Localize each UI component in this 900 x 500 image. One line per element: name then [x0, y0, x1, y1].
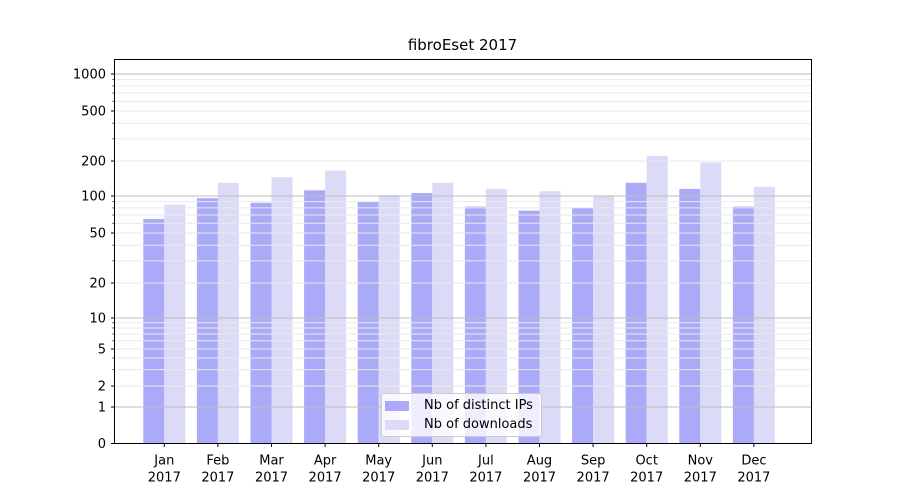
x-tick-label-month: Jul: [477, 454, 494, 469]
x-tick-label-year: 2017: [523, 471, 556, 486]
x-tick-label-month: Jun: [421, 454, 442, 469]
y-tick-label: 0: [98, 437, 106, 452]
legend-swatch-downloads: [385, 419, 409, 430]
bar-distinct-ips-nov: [679, 188, 701, 444]
y-tick-label: 2: [98, 380, 106, 395]
bar-downloads-dec: [753, 186, 775, 444]
y-tick-label: 500: [81, 105, 106, 120]
x-tick-label-year: 2017: [577, 471, 610, 486]
bar-distinct-ips-sep: [572, 207, 594, 444]
y-tick-label: 200: [81, 155, 106, 170]
x-tick-label-month: Sep: [581, 454, 606, 469]
y-tick-label: 50: [89, 227, 106, 242]
bar-distinct-ips-aug: [518, 210, 540, 444]
bar-downloads-nov: [700, 162, 722, 444]
legend-label-downloads: Nb of downloads: [424, 417, 533, 432]
y-tick-label: 1: [98, 401, 106, 416]
x-tick-label-year: 2017: [469, 471, 502, 486]
bar-downloads-oct: [646, 155, 668, 444]
x-tick-label-year: 2017: [255, 471, 288, 486]
x-tick-label-year: 2017: [737, 471, 770, 486]
bar-distinct-ips-jul: [464, 206, 486, 444]
x-tick-label-year: 2017: [630, 471, 663, 486]
bar-downloads-feb: [217, 182, 239, 444]
bar-downloads-aug: [539, 191, 561, 444]
x-tick-label-month: Jan: [153, 454, 174, 469]
bar-downloads-mar: [271, 177, 293, 444]
bar-downloads-jan: [164, 204, 186, 444]
y-tick-label: 10: [89, 312, 106, 327]
x-tick-label-month: Dec: [741, 454, 766, 469]
x-tick-label-month: Mar: [259, 454, 284, 469]
bar-distinct-ips-feb: [196, 198, 218, 444]
x-tick-label-month: May: [365, 454, 392, 469]
chart-title: fibroEset 2017: [407, 36, 518, 54]
legend: Nb of distinct IPs Nb of downloads: [381, 393, 542, 437]
x-tick-label-year: 2017: [148, 471, 181, 486]
legend-label-distinct-ips: Nb of distinct IPs: [424, 398, 533, 413]
y-tick-label: 5: [98, 343, 106, 358]
bar-distinct-ips-apr: [304, 190, 326, 444]
legend-swatch-distinct-ips: [385, 400, 409, 411]
x-tick-label-month: Aug: [527, 454, 552, 469]
x-tick-label-year: 2017: [416, 471, 449, 486]
legend-item-distinct-ips: Nb of distinct IPs: [385, 398, 541, 413]
x-tick-label-month: Nov: [688, 454, 714, 469]
y-tick-label: 1000: [73, 68, 106, 83]
bar-distinct-ips-dec: [732, 206, 754, 444]
bar-distinct-ips-jan: [143, 219, 165, 444]
x-tick-label-year: 2017: [684, 471, 717, 486]
x-tick-label-month: Apr: [314, 454, 337, 469]
x-tick-label-month: Oct: [635, 454, 657, 469]
y-tick-label: 20: [89, 277, 106, 292]
legend-item-downloads: Nb of downloads: [385, 417, 541, 432]
bar-downloads-jun: [432, 182, 454, 444]
bar-distinct-ips-oct: [625, 182, 647, 444]
x-tick-label-year: 2017: [201, 471, 234, 486]
bar-downloads-jul: [485, 188, 507, 444]
bar-downloads-sep: [593, 196, 615, 444]
y-tick-label: 100: [81, 190, 106, 205]
bar-downloads-apr: [325, 170, 347, 444]
x-tick-label-year: 2017: [309, 471, 342, 486]
bar-downloads-may: [378, 195, 400, 444]
x-tick-label-year: 2017: [362, 471, 395, 486]
plot-border: [114, 59, 812, 444]
x-tick-label-month: Feb: [206, 454, 229, 469]
